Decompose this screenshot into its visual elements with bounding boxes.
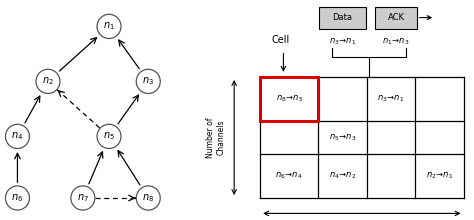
Bar [375,7,417,29]
Text: Number of
Channels: Number of Channels [206,117,226,158]
Text: ACK: ACK [387,13,404,22]
Text: $n_8\!\rightarrow\! n_5$: $n_8\!\rightarrow\! n_5$ [275,94,303,104]
Text: $n_2\!\rightarrow\! n_1$: $n_2\!\rightarrow\! n_1$ [426,171,453,181]
Text: $n_6\!\rightarrow\! n_4$: $n_6\!\rightarrow\! n_4$ [275,171,303,181]
Text: $n_5$: $n_5$ [103,130,115,142]
Circle shape [36,69,60,94]
Text: Cell: Cell [272,35,290,45]
Text: $n_4\!\rightarrow\! n_2$: $n_4\!\rightarrow\! n_2$ [329,171,356,181]
Text: $n_5\!\rightarrow\! n_3$: $n_5\!\rightarrow\! n_3$ [328,132,356,143]
Bar [319,7,366,29]
Circle shape [97,14,121,38]
Text: $n_3$: $n_3$ [142,75,154,87]
Circle shape [97,124,121,148]
Text: $n_4$: $n_4$ [11,130,24,142]
Text: $n_3\!\rightarrow\! n_1$: $n_3\!\rightarrow\! n_1$ [377,94,404,104]
Circle shape [6,124,29,148]
Text: $n_1$: $n_1$ [103,20,115,32]
Circle shape [71,186,95,210]
Text: $n_2$: $n_2$ [42,75,54,87]
Circle shape [6,186,29,210]
Text: Data: Data [332,13,352,22]
Text: $n_1\!\rightarrow\! n_3$: $n_1\!\rightarrow\! n_3$ [382,37,410,47]
Circle shape [137,186,160,210]
Text: $n_6$: $n_6$ [11,192,24,204]
Circle shape [137,69,160,94]
Text: $n_8$: $n_8$ [142,192,155,204]
Bar [260,77,318,121]
Text: $n_3\!\rightarrow\! n_1$: $n_3\!\rightarrow\! n_1$ [329,37,356,47]
Text: $n_7$: $n_7$ [77,192,89,204]
